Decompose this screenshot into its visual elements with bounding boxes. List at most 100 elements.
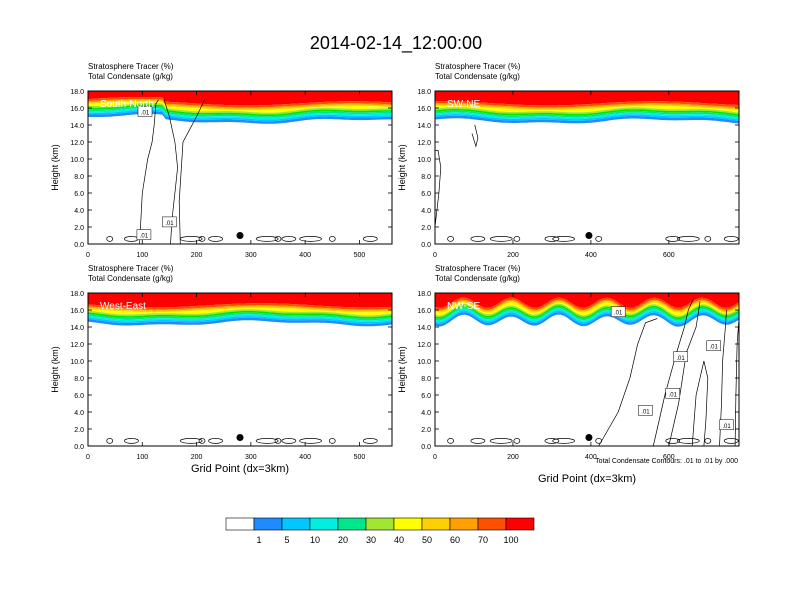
contour-cloud (274, 438, 282, 444)
y-tick-label: 14.0 (70, 325, 84, 332)
contour-label-text: .01 (722, 424, 731, 430)
contour-line (139, 99, 159, 245)
y-tick-label: 18.0 (70, 89, 84, 96)
contour-cloud (665, 438, 681, 444)
y-tick-label: 0.0 (421, 242, 431, 249)
colorbar-label: 40 (394, 535, 404, 545)
contour-cloud (208, 236, 223, 242)
tracer-band-2 (435, 299, 739, 312)
contour-label-box (137, 106, 153, 117)
x-tick-label: 200 (191, 454, 203, 461)
contour-cloud (595, 438, 603, 444)
tracer-band-5 (435, 303, 739, 318)
y-tick-label: 6.0 (421, 191, 431, 198)
contour-cloud (179, 236, 203, 242)
tracer-band-7 (88, 312, 392, 321)
tracer-band-8 (435, 112, 739, 120)
x-axis-label-left: Grid Point (dx=3km) (191, 463, 289, 475)
contour-label-box (638, 405, 653, 416)
y-tick-label: 16.0 (417, 106, 431, 113)
tracer-band-7 (435, 110, 739, 118)
x-tick-label: 100 (136, 252, 148, 259)
contour-label: .01 (137, 106, 153, 117)
colorbar-label: 100 (503, 535, 518, 545)
location-marker (585, 434, 593, 441)
tracer-band-0 (88, 91, 392, 106)
y-tick-label: 16.0 (70, 308, 84, 315)
tracer-band-4 (88, 307, 392, 316)
contour-line (691, 360, 709, 447)
y-tick-label: 12.0 (70, 342, 84, 349)
colorbar-swatch (253, 517, 283, 531)
colorbar-label: 30 (366, 535, 376, 545)
contour-line (178, 99, 206, 245)
contour-label-text: .01 (641, 409, 650, 415)
tracer-band-10 (88, 111, 392, 124)
contour-cloud (255, 236, 279, 242)
colorbar-label: 5 (284, 535, 289, 545)
y-tick-label: 4.0 (74, 208, 84, 215)
plot-frame (434, 90, 740, 245)
y-tick-label: 2.0 (421, 225, 431, 232)
contour-label: .01 (719, 419, 734, 430)
y-axis-label: Height (km) (50, 144, 60, 191)
panel-south-north: Stratosphere Tracer (%)Total Condensate … (50, 62, 393, 259)
tracer-band-3 (88, 100, 392, 111)
y-tick-label: 8.0 (421, 376, 431, 383)
contour-cloud (489, 236, 513, 242)
contour-cloud (676, 236, 700, 242)
tracer-band-4 (435, 302, 739, 316)
panel-west-east: Stratosphere Tracer (%)Total Condensate … (50, 264, 393, 461)
y-tick-label: 4.0 (74, 410, 84, 417)
y-tick-label: 18.0 (417, 291, 431, 298)
contour-cloud (255, 438, 279, 444)
y-tick-label: 2.0 (74, 225, 84, 232)
y-tick-label: 8.0 (421, 174, 431, 181)
panel-label: NW-SE (447, 301, 480, 312)
contour-cloud (552, 236, 575, 242)
tracer-band-10 (88, 317, 392, 327)
colorbar-swatch (449, 517, 479, 531)
y-tick-label: 16.0 (417, 308, 431, 315)
contour-label-box (162, 216, 177, 228)
contour-line (434, 150, 442, 228)
contour-label-box (673, 351, 688, 362)
tracer-band-10 (435, 312, 739, 327)
x-tick-label: 600 (663, 454, 675, 461)
contour-cloud (328, 438, 336, 444)
y-tick-label: 0.0 (74, 444, 84, 451)
tracer-band-8 (88, 314, 392, 323)
y-tick-label: 12.0 (417, 342, 431, 349)
contour-label: .01 (610, 306, 626, 317)
contour-cloud (723, 438, 739, 444)
tracer-band-6 (435, 108, 739, 116)
colorbar-swatch (337, 517, 367, 531)
condensate-label: Total Condensate (g/kg) (88, 274, 173, 283)
tracer-band-6 (88, 310, 392, 319)
contour-label-box (719, 419, 734, 430)
contour-label: .01 (706, 340, 721, 351)
contour-label-box (665, 388, 680, 399)
contour-cloud (470, 438, 486, 444)
panel-label: West-East (100, 301, 146, 312)
contour-cloud (544, 236, 560, 242)
tracer-band-0 (435, 293, 739, 308)
contour-label: .01 (673, 351, 688, 362)
colorbar-swatch (505, 517, 535, 531)
contour-cloud (281, 236, 297, 242)
y-tick-label: 4.0 (421, 410, 431, 417)
x-tick-label: 400 (585, 454, 597, 461)
x-tick-label: 200 (507, 454, 519, 461)
colorbar-swatch (365, 517, 395, 531)
contour-cloud (544, 438, 560, 444)
contour-cloud (299, 438, 322, 444)
x-tick-label: 0 (433, 454, 437, 461)
plot-frame (87, 292, 393, 447)
contour-label-text: .01 (141, 110, 150, 116)
tracer-band-4 (435, 105, 739, 113)
y-tick-label: 10.0 (70, 157, 84, 164)
colorbar-label: 20 (338, 535, 348, 545)
tracer-band-2 (435, 103, 739, 109)
contour-cloud (447, 236, 454, 242)
contour-cloud (179, 438, 203, 444)
